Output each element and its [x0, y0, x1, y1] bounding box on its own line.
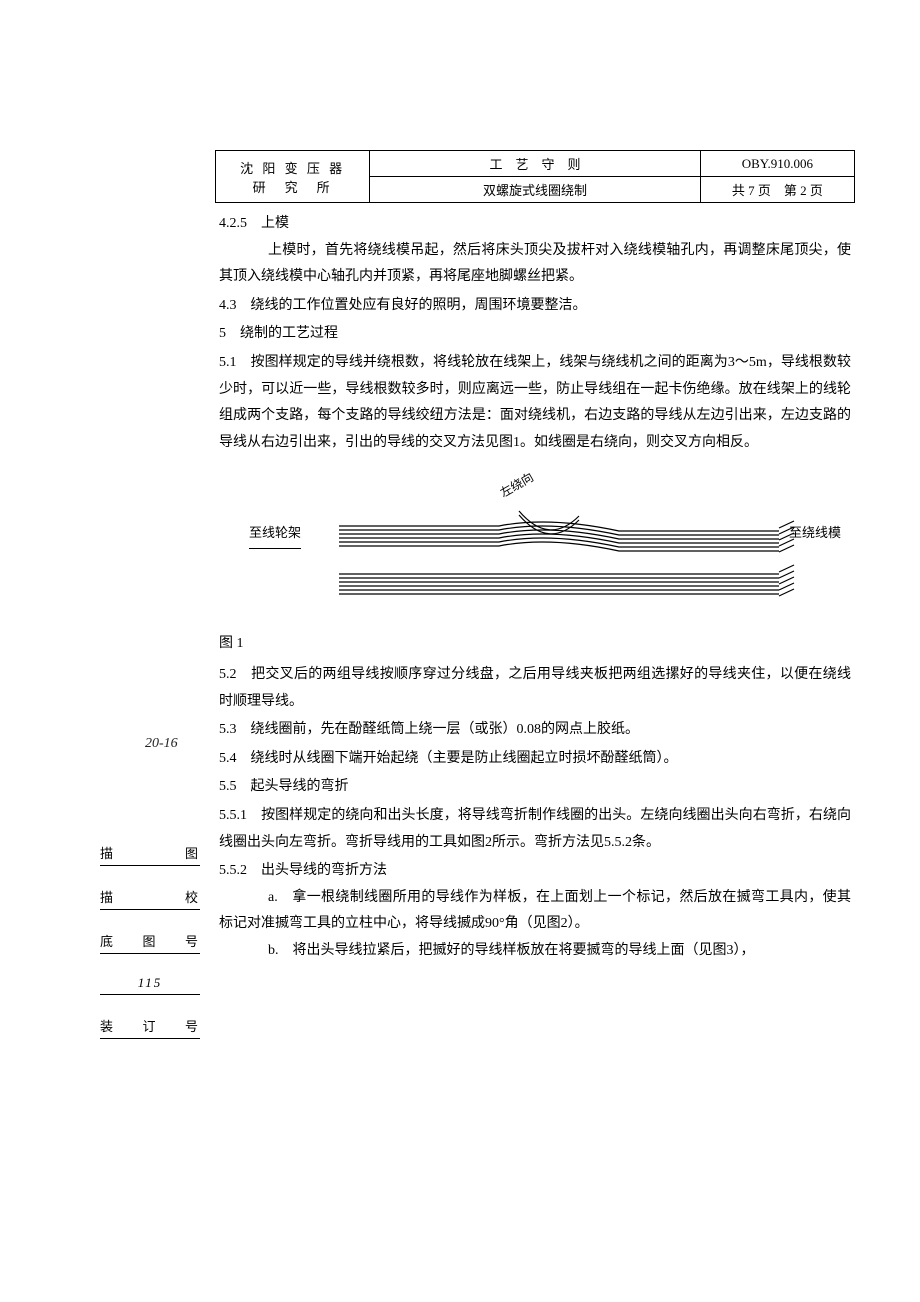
sec-5-4: 5.4 绕线时从线圈下端开始起绕（主要是防止线圈起立时损坏酚醛纸筒）。	[219, 746, 851, 773]
sec-5: 5 绕制的工艺过程	[219, 321, 851, 348]
sec-4-2-5: 4.2.5 上模	[219, 211, 851, 238]
sec-5-5-2-b: b. 将出头导线拉紧后，把揻好的导线样板放在将要揻弯的导线上面（见图3），	[219, 938, 851, 965]
sec-4-3: 4.3 绕线的工作位置处应有良好的照明，周围环境要整洁。	[219, 293, 851, 320]
header-title1: 工 艺 守 则	[370, 151, 701, 177]
margin-note-1: 20-16	[145, 736, 178, 752]
figure-1: 左绕向 至线轮架 至绕线模	[219, 466, 851, 626]
org-line2: 研 究 所	[222, 177, 363, 196]
sidebar-item-2: 描 校	[100, 884, 200, 910]
sec-4-2-5-body: 上模时，首先将绕线模吊起，然后将床头顶尖及拔杆对入绕线模轴孔内，再调整床尾顶尖，…	[219, 238, 851, 291]
header-title2: 双螺旋式线圈绕制	[370, 177, 701, 203]
sec-5-5-2-a: a. 拿一根绕制线圈所用的导线作为样板，在上面划上一个标记，然后放在揻弯工具内，…	[219, 885, 851, 938]
sec-5-5-2: 5.5.2 出头导线的弯折方法	[219, 858, 851, 885]
header-org: 沈 阳 变 压 器 研 究 所	[216, 151, 370, 203]
sidebar-signature: 115	[100, 972, 200, 995]
sidebar-item-4: 装 订 号	[100, 1013, 200, 1039]
org-line1: 沈 阳 变 压 器	[222, 158, 363, 177]
content-body: 4.2.5 上模 上模时，首先将绕线模吊起，然后将床头顶尖及拔杆对入绕线模轴孔内…	[215, 203, 855, 964]
sec-5-3: 5.3 绕线圈前，先在酚醛纸筒上绕一层（或张）0.08的网点上胶纸。	[219, 717, 851, 744]
wire-diagram-icon	[219, 466, 859, 626]
sidebar-item-1: 描 图	[100, 840, 200, 866]
header-table: 沈 阳 变 压 器 研 究 所 工 艺 守 则 OBY.910.006 双螺旋式…	[215, 150, 855, 203]
sidebar: 描 图 描 校 底 图 号 115 装 订 号	[100, 840, 200, 1057]
sec-5-1: 5.1 按图样规定的导线并绕根数，将线轮放在线架上，线架与绕线机之间的距离为3～…	[219, 350, 851, 456]
sidebar-item-3: 底 图 号	[100, 928, 200, 954]
sec-5-2: 5.2 把交叉后的两组导线按顺序穿过分线盘，之后用导线夹板把两组选摞好的导线夹住…	[219, 662, 851, 715]
header-code: OBY.910.006	[700, 151, 854, 177]
figure-1-caption: 图 1	[219, 631, 851, 658]
document-page: 沈 阳 变 压 器 研 究 所 工 艺 守 则 OBY.910.006 双螺旋式…	[215, 150, 855, 964]
header-page: 共 7 页 第 2 页	[700, 177, 854, 203]
sec-5-5-1: 5.5.1 按图样规定的绕向和出头长度，将导线弯折制作线圈的出头。左绕向线圈出头…	[219, 803, 851, 856]
sec-5-5: 5.5 起头导线的弯折	[219, 774, 851, 801]
